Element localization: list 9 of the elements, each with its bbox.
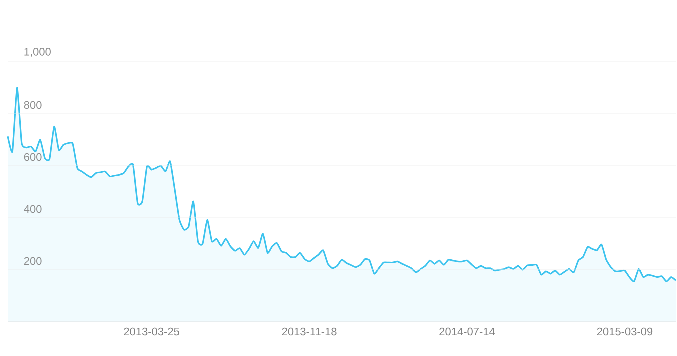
y-tick-label: 600 [24,153,42,162]
y-tick-label: 400 [24,205,42,214]
x-tick-label: 2013-11-18 [282,328,337,336]
x-tick-label: 2014-07-14 [440,328,496,336]
y-tick-label: 1,000 [24,48,51,58]
y-tick-label: 800 [24,101,42,110]
y-tick-label: 200 [24,257,42,266]
x-tick-label: 2015-03-09 [597,328,653,336]
x-tick-label: 2013-03-25 [124,328,180,336]
